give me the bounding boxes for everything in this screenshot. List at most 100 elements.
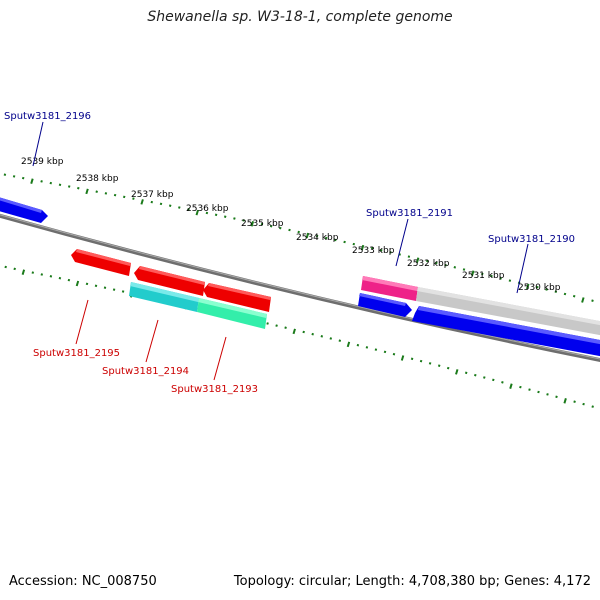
minor-tick: [425, 259, 429, 263]
leader-line: [75, 299, 89, 345]
minor-tick: [49, 181, 53, 185]
gene-red-2[interactable]: [134, 266, 205, 296]
gene-label-reverse[interactable]: Sputw3181_2194: [102, 366, 189, 377]
gene-red-1[interactable]: [71, 249, 131, 276]
minor-tick: [338, 339, 342, 342]
minor-tick: [437, 364, 441, 367]
minor-tick: [444, 263, 447, 267]
leader-line: [145, 319, 159, 363]
minor-tick: [150, 200, 154, 204]
minor-tick: [95, 190, 98, 193]
minor-tick: [104, 192, 108, 195]
minor-tick: [519, 385, 522, 389]
minor-tick: [582, 402, 585, 406]
minor-tick: [528, 388, 531, 391]
minor-tick: [536, 285, 539, 289]
minor-tick: [546, 393, 549, 396]
major-tick: [346, 341, 351, 348]
tick-label: 2539 kbp: [21, 157, 64, 167]
minor-tick: [407, 255, 411, 258]
major-tick: [21, 269, 26, 275]
tick-label: 2533 kbp: [352, 246, 395, 256]
minor-tick: [365, 346, 369, 349]
gene-label-forward[interactable]: Sputw3181_2191: [366, 208, 453, 219]
minor-tick: [122, 195, 126, 199]
minor-tick: [21, 176, 25, 180]
minor-tick: [481, 272, 484, 276]
major-tick: [250, 221, 255, 227]
minor-tick: [40, 273, 44, 276]
major-tick: [85, 188, 89, 195]
minor-tick: [288, 228, 291, 232]
gene-sputw3181-2194-shade: [130, 282, 199, 302]
minor-tick: [311, 332, 314, 336]
minor-tick: [410, 357, 414, 361]
minor-tick: [49, 275, 53, 278]
minor-tick: [573, 400, 576, 403]
tick-label: 2531 kbp: [462, 271, 505, 281]
minor-tick: [67, 278, 71, 282]
minor-tick: [435, 261, 438, 265]
minor-tick: [428, 362, 432, 365]
minor-tick: [223, 215, 227, 218]
minor-tick: [233, 217, 236, 220]
minor-tick: [563, 292, 567, 296]
minor-tick: [112, 288, 116, 291]
major-tick: [360, 244, 365, 251]
gene-blue-inner-1[interactable]: [358, 293, 412, 317]
minor-tick: [67, 185, 71, 188]
label-leaders: [32, 121, 529, 381]
gene-sputw3181-2191-shade: [362, 276, 418, 291]
minor-tick: [242, 219, 245, 222]
minor-tick: [302, 330, 305, 334]
minor-tick: [94, 284, 98, 288]
leader-line: [516, 243, 529, 294]
major-tick: [305, 232, 310, 239]
gene-blue-inner-2-shade: [418, 306, 600, 345]
minor-tick: [419, 359, 423, 363]
minor-tick: [356, 343, 360, 347]
minor-tick: [464, 371, 468, 375]
minor-tick: [572, 294, 576, 298]
minor-tick: [554, 290, 558, 293]
gene-sputw3181-2190-shade: [417, 287, 600, 326]
minor-tick: [398, 253, 401, 256]
minor-tick: [374, 348, 378, 351]
minor-tick: [446, 366, 450, 370]
major-tick: [292, 328, 296, 335]
minor-tick: [320, 335, 324, 338]
gene-label-reverse[interactable]: Sputw3181_2193: [171, 384, 258, 395]
major-tick: [400, 355, 405, 361]
minor-tick: [40, 180, 43, 183]
minor-tick: [260, 222, 264, 226]
gene-red-2-shade: [139, 266, 205, 285]
gene-sputw3181-2196-shade: [0, 197, 42, 213]
gene-red-3[interactable]: [203, 283, 271, 312]
tick-label: 2530 kbp: [518, 283, 561, 293]
minor-tick: [591, 299, 594, 302]
minor-tick: [168, 204, 172, 207]
gene-label-forward[interactable]: Sputw3181_2190: [488, 234, 575, 245]
minor-tick: [4, 265, 7, 269]
minor-tick: [591, 405, 594, 408]
minor-tick: [121, 290, 125, 293]
major-tick: [415, 257, 420, 263]
gene-red-3-shade: [208, 283, 271, 300]
major-tick: [563, 398, 567, 404]
minor-tick: [537, 390, 540, 394]
gene-label-forward[interactable]: Sputw3181_2196: [4, 111, 91, 122]
minor-tick: [474, 373, 477, 377]
gene-labels: Sputw3181_2196 Sputw3181_2191 Sputw3181_…: [4, 111, 575, 395]
accession-text: Accession: NC_008750: [9, 574, 157, 589]
gene-blue-inner-2[interactable]: [412, 306, 600, 357]
minor-tick: [334, 238, 337, 242]
minor-tick: [490, 274, 493, 278]
minor-tick: [483, 376, 486, 379]
minor-tick: [3, 173, 7, 176]
minor-tick: [12, 175, 16, 178]
gene-label-reverse[interactable]: Sputw3181_2195: [33, 348, 120, 359]
gene-blue-inner-1-shade: [359, 293, 406, 306]
genome-backbone: [0, 213, 600, 363]
minor-tick: [352, 242, 356, 246]
